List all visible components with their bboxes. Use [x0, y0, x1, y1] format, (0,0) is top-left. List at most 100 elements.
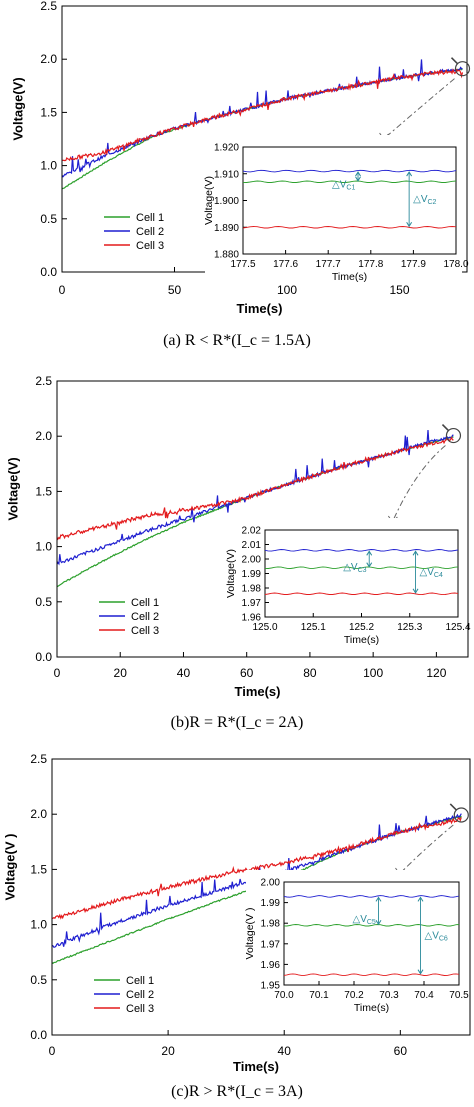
delta-arrow-head — [417, 896, 424, 902]
inset-level-line — [283, 895, 460, 898]
inset-level-line — [283, 924, 460, 927]
inset-x-tick-label: 125.3 — [397, 622, 422, 633]
y-tick-label: 2.0 — [35, 429, 52, 443]
y-tick-label: 0.0 — [35, 650, 52, 664]
y-tick-label: 1.0 — [40, 159, 57, 173]
y-axis-label: Voltage(V ) — [3, 834, 18, 901]
magnifier-handle — [441, 423, 450, 432]
inset-x-axis-label: Time(s) — [344, 634, 379, 646]
delta-annotation-2-subscript: C6 — [439, 936, 448, 943]
inset-level-line — [264, 549, 459, 552]
delta-annotation-1-subscript: C5 — [367, 919, 376, 926]
inset-x-axis-label: Time(s) — [332, 271, 367, 283]
x-axis-label: Time(s) — [237, 301, 283, 316]
inset-y-tick-label: 1.920 — [214, 143, 239, 154]
x-tick-label: 80 — [303, 666, 317, 680]
inset-x-tick-label: 125.2 — [349, 622, 374, 633]
y-tick-label: 2.0 — [40, 52, 57, 66]
inset-y-tick-label: 2.00 — [242, 555, 262, 566]
inset-x-tick-label: 70.5 — [449, 990, 469, 1001]
inset-y-tick-label: 1.910 — [214, 169, 239, 180]
legend-label: Cell 1 — [136, 212, 164, 224]
delta-arrow-head — [375, 896, 382, 902]
inset-y-axis-label: Voltage(V ) — [244, 908, 256, 960]
y-tick-label: 1.5 — [40, 105, 57, 119]
y-tick-label: 1.5 — [30, 862, 47, 876]
inset-level-line — [242, 226, 457, 229]
delta-arrow-head — [355, 176, 361, 182]
inset-x-tick-label: 177.5 — [230, 259, 255, 270]
panel-caption: (c)R > R*(I_c = 3A) — [171, 1083, 303, 1100]
delta-arrow-head — [417, 969, 424, 975]
y-tick-label: 0.5 — [35, 595, 52, 609]
inset-x-tick-label: 125.1 — [301, 622, 326, 633]
inset-background — [227, 518, 464, 645]
series-line-cell-2 — [62, 59, 463, 178]
chart-panel-1: 0.0 0.5 1.0 1.5 2.0 2.5 0 50 100 150 Time(s) Voltag… — [11, 0, 471, 349]
x-tick-label: 60 — [394, 1044, 408, 1058]
legend-label: Cell 3 — [136, 240, 164, 252]
inset-level-line — [283, 973, 460, 976]
inset-level-line — [242, 180, 457, 183]
inset-x-tick-label: 177.6 — [273, 259, 298, 270]
x-tick-label: 0 — [54, 666, 61, 680]
inset-level-line — [264, 566, 459, 569]
y-tick-label: 0.5 — [40, 212, 57, 226]
delta-arrow-head — [412, 550, 419, 556]
x-axis-label: Time(s) — [235, 684, 281, 699]
inset-y-tick-label: 2.01 — [242, 540, 262, 551]
x-tick-label: 20 — [161, 1044, 175, 1058]
inset-background — [205, 135, 462, 282]
legend-label: Cell 2 — [131, 611, 159, 623]
y-tick-label: 1.0 — [30, 918, 47, 932]
delta-arrow-head — [412, 588, 419, 594]
y-tick-label: 0.0 — [40, 265, 57, 279]
chart-panel-3: 0.0 0.5 1.0 1.5 2.0 2.5 0 20 40 60 Time(s) Voltage(… — [3, 752, 471, 1100]
x-tick-label: 0 — [59, 283, 66, 297]
x-axis-label: Time(s) — [233, 1059, 279, 1074]
delta-annotation-1-subscript: C1 — [346, 184, 355, 191]
delta-annotation-2-subscript: C4 — [434, 572, 443, 579]
inset-y-tick-label: 1.97 — [242, 598, 262, 609]
inset-y-tick-label: 1.95 — [261, 981, 281, 992]
y-tick-label: 2.5 — [40, 0, 57, 13]
inset-level-line — [242, 169, 457, 173]
y-tick-label: 0.5 — [30, 973, 47, 987]
series-line-cell-3 — [62, 68, 464, 162]
zoom-connector — [391, 445, 446, 523]
x-tick-label: 150 — [389, 283, 409, 297]
delta-arrow-head — [355, 171, 361, 177]
series-group — [62, 59, 464, 190]
inset-y-axis-label: Voltage(V) — [225, 549, 237, 598]
legend-label: Cell 1 — [131, 597, 159, 609]
inset-y-tick-label: 1.96 — [261, 960, 281, 971]
inset-y-tick-label: 1.890 — [214, 223, 239, 234]
inset-y-tick-label: 1.99 — [242, 569, 262, 580]
series-line-cell-3 — [52, 817, 462, 920]
inset-level-line — [264, 592, 459, 596]
chart-panel-2: 0.0 0.5 1.0 1.5 2.0 2.5 0 20 40 60 80 100 120 Time(s)… — [6, 374, 471, 731]
panel-caption: (b)R = R*(I_c = 2A) — [171, 714, 304, 731]
inset-y-tick-label: 1.98 — [261, 919, 281, 930]
inset-y-tick-label: 1.99 — [261, 898, 281, 909]
x-tick-label: 60 — [240, 666, 254, 680]
inset-y-tick-label: 2.02 — [242, 526, 262, 537]
magnifier-icon — [445, 427, 462, 444]
magnifier-icon — [453, 807, 469, 823]
y-axis-label: Voltage(V) — [11, 77, 26, 140]
delta-arrow-head — [406, 221, 413, 228]
delta-annotation-1-subscript: C3 — [358, 567, 367, 574]
inset-y-tick-label: 1.900 — [214, 196, 239, 207]
delta-arrow-head — [366, 562, 373, 568]
inset-frame — [283, 881, 460, 986]
inset-x-tick-label: 125.0 — [252, 622, 277, 633]
legend-label: Cell 3 — [126, 1003, 154, 1015]
inset-x-tick-label: 70.4 — [414, 990, 434, 1001]
x-tick-label: 50 — [168, 283, 182, 297]
inset-y-tick-label: 2.00 — [261, 878, 281, 889]
y-tick-label: 1.0 — [35, 540, 52, 554]
delta-arrow-head — [406, 171, 413, 177]
inset-y-axis-label: Voltage(V) — [203, 176, 215, 225]
inset-y-tick-label: 1.880 — [214, 250, 239, 261]
